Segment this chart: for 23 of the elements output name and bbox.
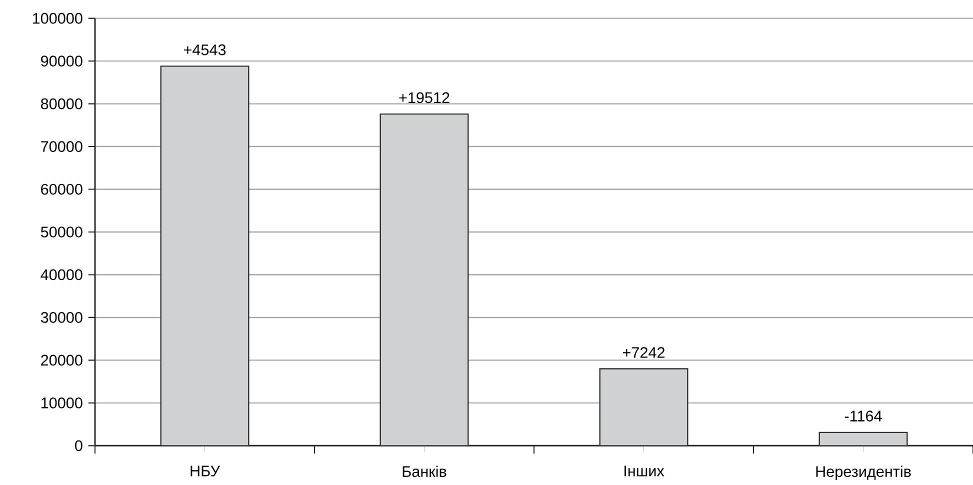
x-tick-label: Інших <box>624 466 664 476</box>
y-tick-label: 100000 <box>32 12 82 24</box>
y-tick-label: 80000 <box>40 98 82 110</box>
y-tick-label: 20000 <box>41 354 82 366</box>
annotation: +4543 <box>184 44 226 56</box>
y-tick-label: 90000 <box>41 56 82 66</box>
annotation: +7242 <box>622 347 665 358</box>
y-tick-label: 0 <box>75 440 82 452</box>
bar <box>599 368 688 446</box>
y-tick-label: 70000 <box>41 141 82 152</box>
x-tick-label: Банків <box>402 466 446 477</box>
bar <box>380 113 469 446</box>
x-tick-label: НБУ <box>190 466 220 476</box>
y-tick-label: 60000 <box>41 184 82 195</box>
annotation: +19512 <box>399 92 450 104</box>
annotation: -1164 <box>844 410 882 422</box>
bar <box>160 66 250 446</box>
y-tick-label: 30000 <box>40 312 82 323</box>
y-tick-label: 10000 <box>41 398 82 408</box>
y-tick-label: 40000 <box>40 269 82 280</box>
bar <box>818 432 908 446</box>
y-tick-label: 50000 <box>40 226 82 238</box>
x-tick-label: Нерезидентів <box>816 466 911 480</box>
